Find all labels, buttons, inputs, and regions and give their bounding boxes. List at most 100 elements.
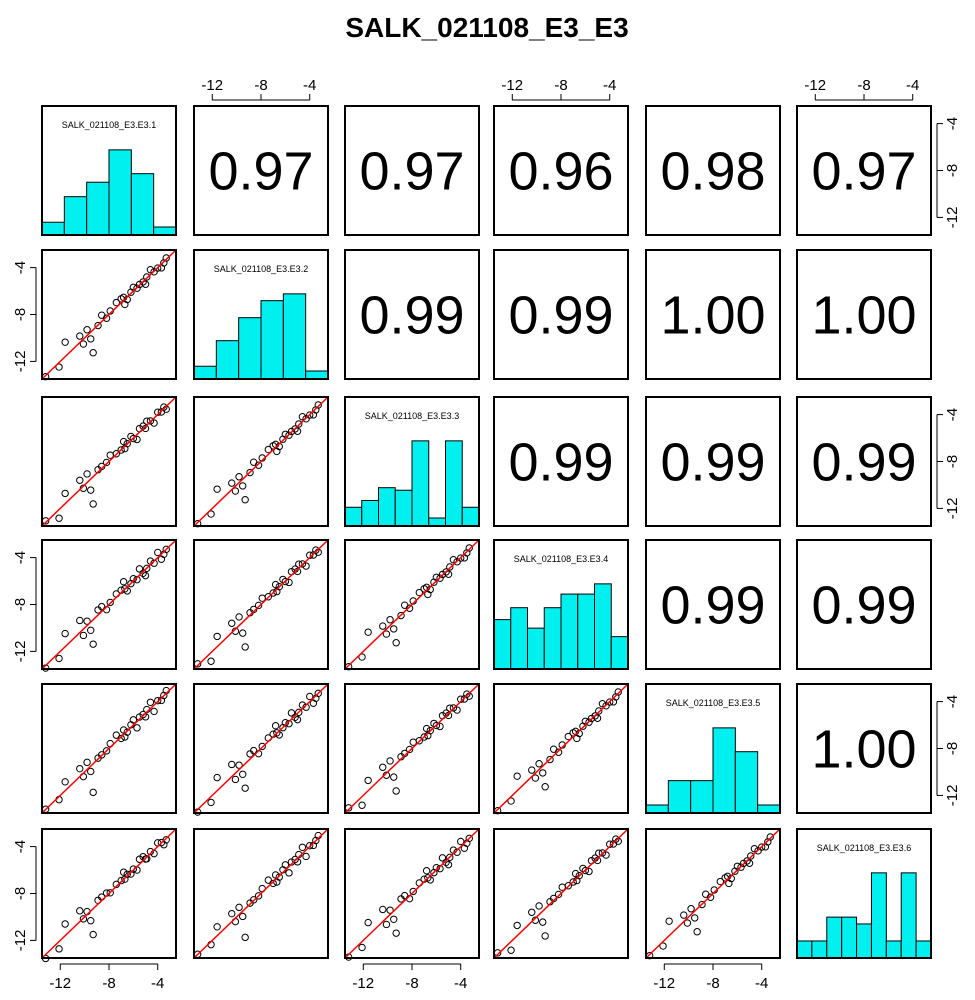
fit-line xyxy=(645,828,781,959)
tick-label: -12 xyxy=(352,975,374,992)
histogram-bar xyxy=(577,593,595,670)
scatter-point xyxy=(141,855,150,863)
scatter-point xyxy=(382,630,391,638)
scatter-point xyxy=(298,560,307,568)
scatter-point xyxy=(87,917,95,925)
histogram-bar xyxy=(394,489,413,527)
scatter-point xyxy=(665,917,673,925)
panel-5-2 xyxy=(193,683,329,816)
scatter-point xyxy=(465,544,473,552)
scatter-point xyxy=(465,834,473,843)
panel-frame xyxy=(796,539,932,670)
scatter-point xyxy=(241,933,249,942)
histogram-bar xyxy=(282,293,307,380)
scatter-point xyxy=(231,775,240,784)
left-axis-2: -12 -8 -4 xyxy=(12,261,37,372)
scatter-point xyxy=(302,562,310,570)
correlation-value: 0.99 xyxy=(660,576,765,636)
scatter-point xyxy=(83,617,91,625)
tick-label: -4 xyxy=(906,77,919,94)
scatter-point xyxy=(364,918,372,927)
tick-label: -8 xyxy=(857,77,870,94)
scatter-point xyxy=(442,568,450,576)
panel-4-6: 0.99 xyxy=(796,539,932,670)
histogram-bar xyxy=(493,619,512,670)
scatter-point xyxy=(507,946,515,954)
panel-frame xyxy=(41,105,177,236)
diagonal-label: SALK_021108_E3.E3.4 xyxy=(514,554,608,564)
scatter-point xyxy=(546,755,554,764)
scatter-point xyxy=(598,700,607,708)
scatter-point xyxy=(386,757,394,765)
fit-line xyxy=(41,828,177,959)
scatter-point xyxy=(235,903,243,912)
scatter-point xyxy=(539,918,547,926)
histogram-bar xyxy=(238,317,262,380)
fit-line xyxy=(493,683,629,814)
histogram-bar xyxy=(361,499,379,527)
scatter-point xyxy=(79,631,88,640)
scatter-point xyxy=(701,890,710,898)
scatter-point xyxy=(133,435,141,444)
scatter-point xyxy=(295,708,303,717)
scatter-point xyxy=(392,787,400,795)
scatter-point xyxy=(444,570,453,578)
scatter-point xyxy=(139,710,147,719)
scatter-point xyxy=(554,890,563,899)
histogram-bar xyxy=(796,940,813,959)
scatter-point xyxy=(83,470,91,478)
scatter-point xyxy=(117,734,125,743)
panel-frame xyxy=(193,828,329,959)
scatter-point xyxy=(87,767,95,776)
scatter-point xyxy=(61,338,69,346)
scatter-point xyxy=(273,729,281,737)
scatter-point xyxy=(758,843,766,851)
panel-5-3 xyxy=(344,683,480,814)
panel-frame xyxy=(493,683,629,814)
histogram-bar xyxy=(153,226,177,236)
histogram-bar xyxy=(445,440,463,527)
panel-3-3: SALK_021108_E3.E3.3 xyxy=(344,396,480,527)
scatter-point xyxy=(312,546,320,554)
scatter-point xyxy=(725,879,733,888)
panel-4-2 xyxy=(193,539,329,670)
panel-frame xyxy=(193,539,329,670)
scatter-point xyxy=(273,447,281,456)
panel-3-1 xyxy=(41,396,177,527)
scatter-point xyxy=(271,580,280,589)
histogram-bar xyxy=(811,940,828,959)
scatter-point xyxy=(531,774,540,782)
panel-3-4: 0.99 xyxy=(493,396,629,527)
panel-frame xyxy=(41,683,177,814)
tick-label: -8 xyxy=(405,975,418,992)
scatter-point xyxy=(432,721,441,730)
scatter-point xyxy=(213,632,221,641)
scatter-point xyxy=(55,363,63,371)
panel-frame xyxy=(193,683,329,814)
scatter-point xyxy=(422,724,431,733)
scatter-point xyxy=(409,887,417,896)
histogram-bar xyxy=(305,370,329,380)
chart-title: SALK_021108_E3_E3 xyxy=(345,12,628,43)
panel-grid: SALK_021108_E3.E3.1 0.97 0.97 0.96 0.98 0.97 S… xyxy=(41,105,932,963)
panel-3-2 xyxy=(193,396,329,528)
histogram-bar xyxy=(841,916,858,959)
right-axis-3: -12 -8 -4 xyxy=(936,408,961,519)
scatter-point xyxy=(162,254,170,262)
tick-label: -4 xyxy=(944,695,961,708)
scatter-point xyxy=(691,914,699,922)
scatter-point xyxy=(129,716,138,724)
scatter-point xyxy=(444,860,453,869)
scatter-point xyxy=(541,783,549,791)
scatter-point xyxy=(386,906,394,914)
panel-2-3: 0.99 xyxy=(344,249,480,380)
scatter-point xyxy=(76,332,84,340)
tick-label: -12 xyxy=(944,785,961,807)
scatter-point xyxy=(269,589,277,597)
correlation-value: 0.97 xyxy=(359,142,464,202)
fit-line xyxy=(41,249,177,380)
scatter-point xyxy=(405,745,414,754)
scatter-point xyxy=(716,877,725,886)
panel-1-4: 0.96 xyxy=(493,105,629,236)
scatter-point xyxy=(146,266,155,274)
